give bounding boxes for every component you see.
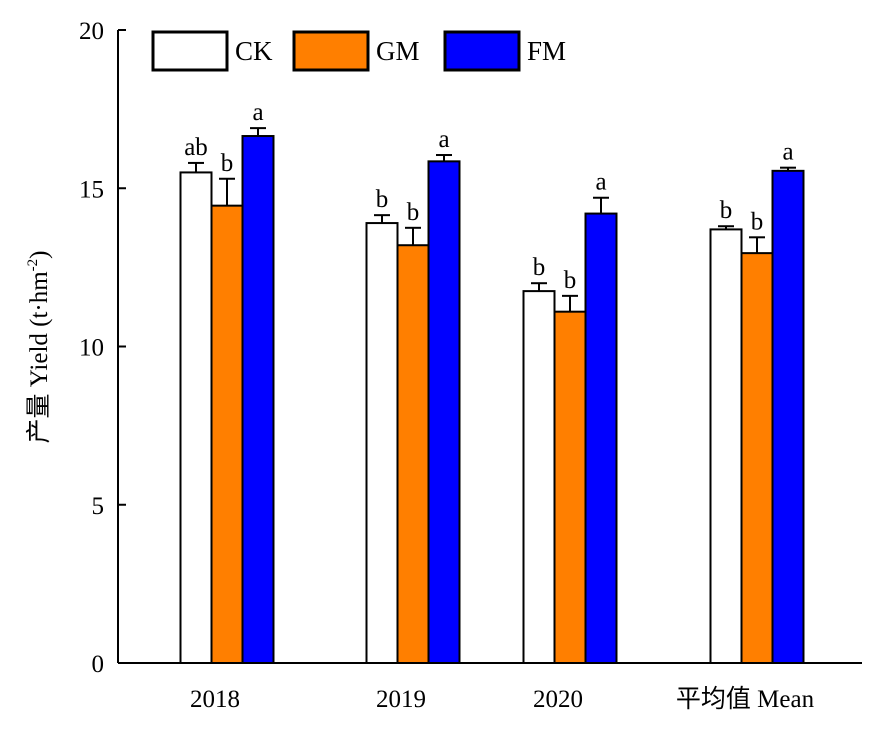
y-tick-label: 15 — [79, 176, 104, 203]
bar-gm — [396, 244, 430, 664]
significance-label-fm: a — [438, 126, 449, 153]
legend: CK GM FM — [151, 30, 566, 72]
significance-label-gm: b — [564, 267, 577, 294]
legend-label-gm: GM — [376, 36, 420, 66]
legend-label-fm: FM — [527, 36, 566, 66]
y-axis-label-text: 产量 Yield (t·hm — [25, 271, 53, 444]
bar-gm — [210, 204, 244, 664]
significance-label-gm: b — [407, 199, 420, 226]
bar-ck — [179, 171, 213, 665]
legend-swatch-fm — [443, 30, 521, 72]
x-tick-label: 2020 — [533, 686, 583, 713]
significance-label-fm: a — [595, 169, 606, 196]
x-tick-label: 平均值 Mean — [676, 685, 815, 713]
significance-label-ck: b — [376, 186, 389, 213]
significance-label-ck: ab — [184, 134, 208, 161]
y-tick-label: 5 — [92, 493, 105, 520]
significance-label-ck: b — [533, 254, 546, 281]
significance-label-ck: b — [720, 197, 733, 224]
y-tick-label: 20 — [79, 18, 104, 45]
y-axis-label-close: ) — [26, 250, 53, 258]
y-tick-label: 0 — [92, 651, 105, 678]
legend-swatch-ck — [151, 30, 229, 72]
x-tick-label: 2018 — [190, 686, 240, 713]
bar-fm — [427, 160, 461, 664]
bar-gm — [740, 252, 774, 664]
significance-label-gm: b — [751, 208, 764, 235]
bar-fm — [771, 169, 805, 664]
y-axis-label: 产量 Yield (t·hm-2) — [25, 250, 53, 443]
bar-ck — [709, 228, 743, 665]
y-tick-label: 10 — [79, 335, 104, 362]
bar-ck — [522, 290, 556, 664]
bar-fm — [241, 135, 275, 664]
y-axis-label-superscript: -2 — [25, 259, 41, 272]
bar-gm — [553, 310, 587, 664]
bar-fm — [584, 212, 618, 664]
legend-swatch-gm — [292, 30, 370, 72]
y-axis-ticks: 0 5 10 15 20 — [79, 18, 126, 678]
legend-label-ck: CK — [235, 36, 273, 66]
significance-label-gm: b — [221, 150, 234, 177]
significance-label-fm: a — [782, 139, 793, 166]
significance-label-fm: a — [252, 99, 263, 126]
bar-ck — [365, 222, 399, 664]
x-tick-label: 2019 — [376, 686, 426, 713]
axes — [117, 30, 862, 664]
